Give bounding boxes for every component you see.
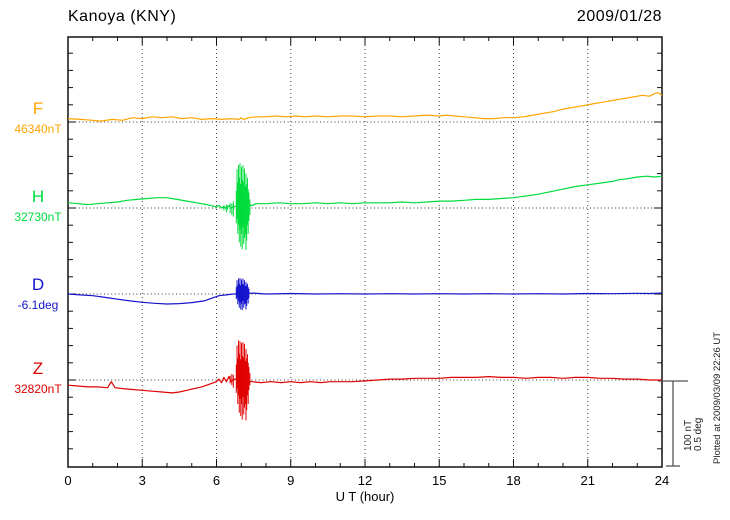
component-value-H: 32730nT [14,210,62,224]
burst-D [235,278,250,310]
scale-bar-label: 100 nT 0.5 deg [683,417,704,451]
x-tick-label: 18 [506,473,521,488]
scale-bar-deg: 0.5 deg [692,417,704,451]
trace-H [67,175,663,210]
component-value-D: -6.1deg [17,298,59,312]
trace-D [67,292,663,305]
trace-Z [67,376,662,394]
component-letter-H: H [31,187,45,206]
x-axis-title: U T (hour) [335,489,395,504]
date-label: 2009/01/28 [576,8,662,25]
scale-bar [658,380,688,467]
component-value-Z: 32820nT [14,382,62,396]
component-letter-F: F [32,99,44,118]
x-tick-label: 24 [654,473,670,488]
x-tick-label: 15 [432,473,447,488]
component-letter-Z: Z [32,359,44,378]
grid-lines [141,37,589,467]
page-title: Kanoya (KNY) [68,8,177,25]
x-tick-label: 12 [357,473,373,488]
x-tick-label: 9 [287,473,295,488]
x-tick-label: 21 [580,473,595,488]
x-tick-label: 0 [64,473,72,488]
trace-F [67,92,663,122]
x-tick-label: 3 [138,473,146,488]
component-letter-D: D [31,275,45,294]
component-label-Z: Z 32820nT [6,360,70,395]
component-label-H: H 32730nT [6,188,70,223]
burst-Z [229,340,251,421]
x-tick-label: 6 [212,473,221,488]
axis-ticks [68,37,662,467]
plotted-at-label: Plotted at 2009/03/09 22:26 UT [712,331,723,464]
burst-H [223,163,251,251]
component-value-F: 46340nT [14,122,62,136]
component-label-F: F 46340nT [6,100,70,135]
component-label-D: D -6.1deg [6,276,70,311]
